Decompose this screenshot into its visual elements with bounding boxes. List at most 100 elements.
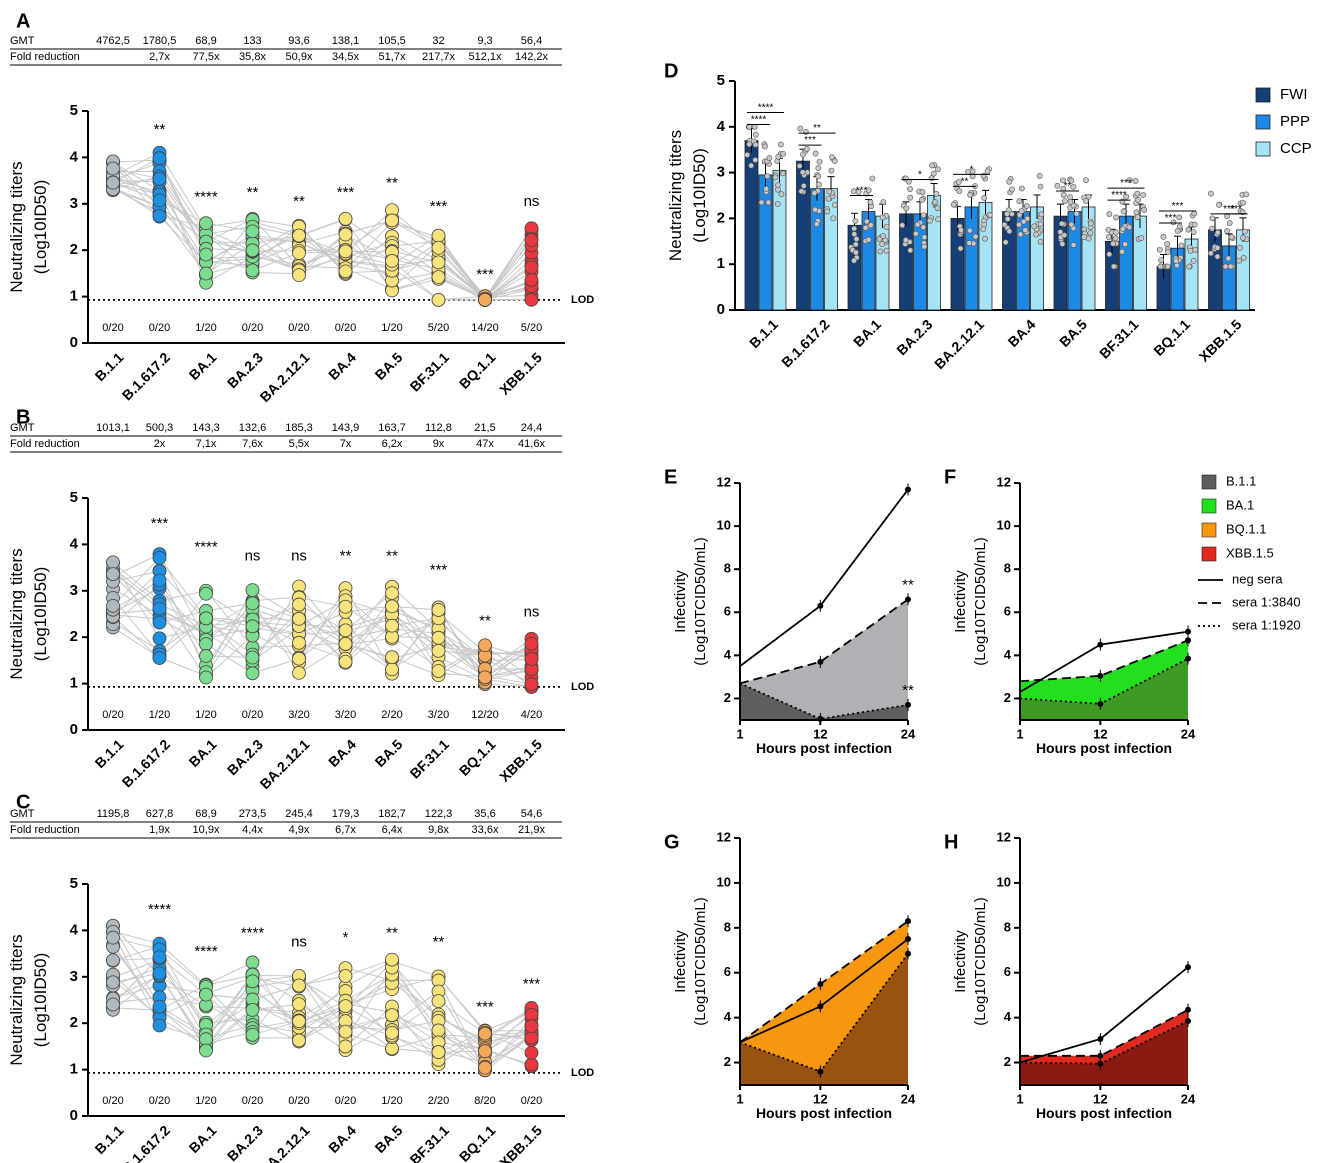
gmt-value: 143,3 <box>192 422 220 434</box>
count-label: 8/20 <box>474 1095 495 1107</box>
fold-value: 7,6x <box>242 438 263 450</box>
x-tick-label: 12 <box>1093 1092 1107 1107</box>
data-point <box>292 611 306 626</box>
bar-point <box>1190 257 1197 264</box>
bar-point <box>1156 246 1163 253</box>
data-point <box>338 244 353 259</box>
data-point <box>199 637 213 652</box>
bar-point <box>1106 211 1113 217</box>
bar-point <box>1036 172 1043 179</box>
subject-line <box>112 570 532 685</box>
bar-point <box>907 186 913 192</box>
bar-point <box>1054 182 1061 189</box>
bar-point <box>934 205 941 212</box>
bar-point <box>982 235 988 242</box>
subject-line <box>112 974 532 1065</box>
bar-ppp <box>964 206 979 311</box>
panel-D: 0 1 2 3 4 5 Neutralizing titers (Log10ID50) B.1.… <box>666 72 1312 372</box>
bar-point <box>907 194 914 201</box>
data-point <box>338 1039 353 1054</box>
gmt-value: 105,5 <box>378 35 406 47</box>
data-point <box>292 1014 306 1029</box>
x-tick-label: B.1.1 <box>91 1122 126 1157</box>
y-axis-label: Infectivity <box>952 570 969 633</box>
gmt-value: 179,3 <box>332 808 360 820</box>
y-tick-label: 6 <box>724 964 731 979</box>
bar-point <box>1068 177 1075 184</box>
subject-line <box>112 588 532 674</box>
bar-point <box>1237 244 1243 251</box>
bar-point <box>831 201 838 208</box>
significance-label: ns <box>524 603 540 620</box>
bar-point <box>1164 241 1171 247</box>
significance-label: ns <box>291 548 307 565</box>
bar-point <box>804 145 810 152</box>
bar-point <box>1017 231 1024 238</box>
count-label: 0/20 <box>335 322 356 334</box>
gmt-value: 54,6 <box>521 808 542 820</box>
x-tick-label: BA.5 <box>372 736 406 770</box>
x-tick-label: BQ.1.1 <box>456 736 499 779</box>
panel-letter-G: G <box>664 832 680 854</box>
data-point <box>106 175 120 190</box>
bar-point <box>880 233 886 239</box>
bar-point <box>955 179 962 185</box>
bar-point <box>766 155 773 161</box>
legend-label: neg sera <box>1232 571 1283 586</box>
data-point <box>245 1003 260 1017</box>
count-label: 0/20 <box>149 322 170 334</box>
bar-point <box>1067 198 1074 205</box>
bar-point <box>752 141 759 148</box>
fold-value: 2,7x <box>149 51 170 63</box>
data-point <box>431 270 446 284</box>
bar-point <box>1037 221 1044 228</box>
sig-bracket-label: ** <box>961 176 969 187</box>
data-point <box>385 952 399 967</box>
legend-label: sera 1:1920 <box>1232 617 1301 632</box>
gmt-value: 143,9 <box>332 422 360 434</box>
bar-point <box>830 215 837 222</box>
bar-point <box>853 236 860 242</box>
bar-point <box>816 158 823 165</box>
bar-point <box>1225 255 1232 262</box>
bar-point <box>1033 231 1040 238</box>
y-axis-label: Infectivity <box>952 930 969 993</box>
fold-value: 1,9x <box>149 824 170 836</box>
bar-point <box>1228 234 1235 240</box>
bar-point <box>1164 263 1171 270</box>
bar-point <box>1190 229 1197 235</box>
bar-point <box>920 224 927 231</box>
gmt-value: 273,5 <box>239 808 267 820</box>
data-point <box>478 670 492 685</box>
bar-point <box>1158 257 1165 264</box>
gmt-value: 68,9 <box>195 808 216 820</box>
data-point <box>524 1030 539 1045</box>
bar-point <box>1038 211 1045 218</box>
significance-label: ** <box>247 184 259 201</box>
gmt-value: 4762,5 <box>96 35 130 47</box>
bar-point <box>1105 234 1112 240</box>
y-tick-label: 0 <box>70 1107 78 1124</box>
sig-bracket-label: *** <box>1120 178 1132 189</box>
bar-point <box>1061 198 1068 205</box>
x-tick-label: XBB.1.5 <box>1196 316 1245 365</box>
panel-letter-D: D <box>664 61 678 83</box>
y-tick-label: 4 <box>70 148 79 165</box>
bar-point <box>868 222 874 229</box>
data-point <box>338 227 353 242</box>
bar-point <box>1222 263 1229 270</box>
subject-line <box>112 162 532 301</box>
subject-line <box>112 930 532 1068</box>
bar-point <box>919 196 925 203</box>
bar-point <box>1120 208 1127 215</box>
sig-bracket-label: ** <box>813 123 821 134</box>
gmt-value: 132,6 <box>239 422 267 434</box>
bar-point <box>803 129 809 135</box>
data-point <box>431 1023 446 1038</box>
data-point <box>292 268 306 283</box>
significance-label: * <box>343 929 349 946</box>
bar-point <box>1192 246 1199 253</box>
bar-point <box>967 192 974 198</box>
bar-point <box>852 218 859 224</box>
bar-point <box>752 131 759 138</box>
